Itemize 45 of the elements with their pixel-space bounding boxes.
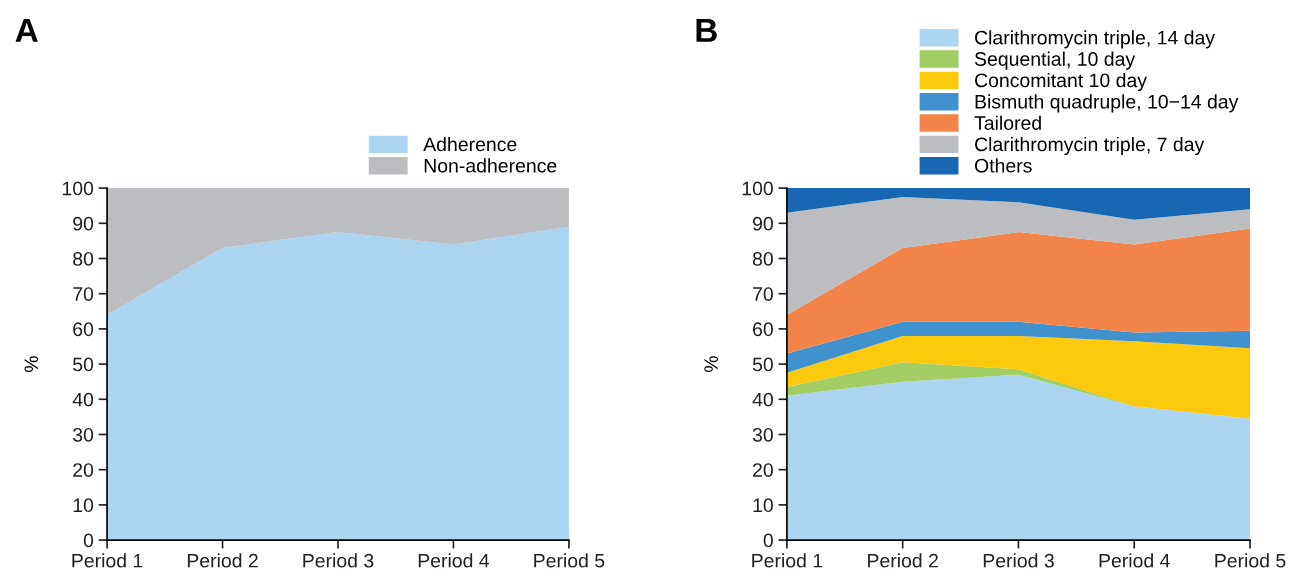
x-tick-label: Period 1 xyxy=(72,553,143,568)
y-tick-label: 0 xyxy=(83,533,94,548)
y-tick-label: 70 xyxy=(753,287,773,301)
y-tick-label: 100 xyxy=(742,181,773,196)
y-tick-label: 90 xyxy=(752,216,773,231)
legend-label: Sequential, 10 day xyxy=(974,51,1136,70)
y-tick-label: 20 xyxy=(753,463,773,477)
x-tick-label: Period 3 xyxy=(303,553,374,568)
x-tick-label: Period 3 xyxy=(983,553,1054,568)
x-tick-label: Period 1 xyxy=(752,553,823,568)
x-tick-label: Period 5 xyxy=(534,553,605,568)
x-tick-label: Period 5 xyxy=(1215,553,1286,568)
y-tick-label: 40 xyxy=(72,392,94,407)
x-tick-label: Period 2 xyxy=(187,553,258,568)
y-tick-label: 100 xyxy=(62,181,94,196)
y-tick-label: 30 xyxy=(72,427,94,442)
legend-label: Bismuth quadruple, 10−14 day xyxy=(975,94,1239,113)
y-tick-label: 0 xyxy=(763,533,773,548)
y-tick-label: 70 xyxy=(73,287,94,301)
y-tick-label: 30 xyxy=(752,427,773,442)
x-tick-label: Period 4 xyxy=(1099,553,1170,568)
legend-label: Clarithromycin triple, 14 day xyxy=(975,30,1216,49)
y-axis-title: % xyxy=(704,356,718,373)
legend-label: Non-adherence xyxy=(424,158,557,173)
y-axis-title: % xyxy=(24,356,39,373)
chart-title: B xyxy=(696,18,717,42)
legend-label: Concomitant 10 day xyxy=(975,72,1147,92)
y-tick-label: 50 xyxy=(752,357,773,372)
y-tick-label: 20 xyxy=(73,463,94,477)
y-tick-label: 10 xyxy=(73,498,94,513)
y-tick-label: 40 xyxy=(752,392,773,407)
legend-label: Clarithromycin triple, 7 day xyxy=(975,136,1205,156)
y-tick-label: 50 xyxy=(73,357,94,372)
y-tick-label: 60 xyxy=(753,322,773,337)
x-tick-label: Period 2 xyxy=(868,553,938,568)
y-tick-label: 90 xyxy=(73,216,94,231)
x-tick-label: Period 4 xyxy=(418,553,490,568)
y-tick-label: 60 xyxy=(73,322,94,337)
legend-label: Adherence xyxy=(423,136,517,152)
legend-label: Tailored xyxy=(974,115,1041,130)
y-tick-label: 80 xyxy=(752,251,773,266)
y-tick-label: 10 xyxy=(753,498,773,513)
y-tick-label: 80 xyxy=(73,251,94,266)
chart-title: A xyxy=(15,18,38,42)
legend-label: Others xyxy=(974,158,1032,173)
